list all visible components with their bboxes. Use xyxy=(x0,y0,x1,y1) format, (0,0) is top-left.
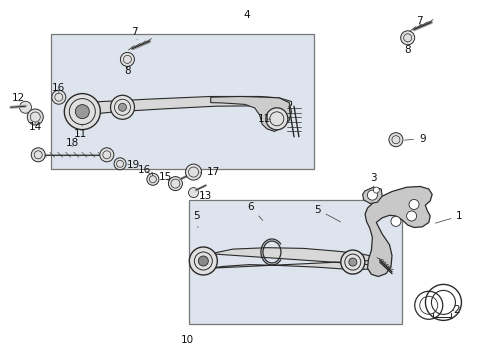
Circle shape xyxy=(409,199,419,210)
Circle shape xyxy=(391,216,401,226)
Text: 8: 8 xyxy=(124,66,131,76)
Text: 4: 4 xyxy=(243,10,250,21)
Ellipse shape xyxy=(64,94,100,130)
Text: 1: 1 xyxy=(435,211,463,223)
Circle shape xyxy=(121,53,134,66)
Ellipse shape xyxy=(341,250,365,274)
Circle shape xyxy=(52,90,66,104)
Text: 5: 5 xyxy=(314,204,341,222)
Text: 2: 2 xyxy=(453,305,460,315)
FancyBboxPatch shape xyxy=(189,200,402,324)
Text: 6: 6 xyxy=(247,202,263,220)
Text: 17: 17 xyxy=(200,167,220,177)
Circle shape xyxy=(31,148,45,162)
Circle shape xyxy=(401,31,415,45)
Circle shape xyxy=(100,148,114,162)
Text: 15: 15 xyxy=(159,172,172,182)
Text: 3: 3 xyxy=(370,173,377,187)
Ellipse shape xyxy=(266,108,288,130)
Text: 11: 11 xyxy=(74,125,88,139)
Ellipse shape xyxy=(189,247,218,275)
Polygon shape xyxy=(365,186,432,276)
Text: 7: 7 xyxy=(131,27,138,40)
Text: 11: 11 xyxy=(258,114,271,124)
Circle shape xyxy=(147,173,159,185)
Circle shape xyxy=(407,211,416,221)
Text: 9: 9 xyxy=(405,134,426,144)
Circle shape xyxy=(169,177,182,190)
Circle shape xyxy=(373,187,379,193)
Polygon shape xyxy=(363,187,382,203)
Ellipse shape xyxy=(198,256,208,266)
Text: 5: 5 xyxy=(193,211,199,228)
Text: 7: 7 xyxy=(416,16,422,26)
Text: 8: 8 xyxy=(404,42,411,55)
Ellipse shape xyxy=(111,95,134,119)
Polygon shape xyxy=(96,96,292,114)
Text: 18: 18 xyxy=(65,138,79,148)
Text: 19: 19 xyxy=(126,160,140,170)
Text: 16: 16 xyxy=(138,165,151,175)
Ellipse shape xyxy=(119,103,126,111)
Polygon shape xyxy=(211,248,385,269)
Circle shape xyxy=(368,190,377,200)
Circle shape xyxy=(186,164,201,180)
Circle shape xyxy=(389,133,403,147)
Text: 12: 12 xyxy=(12,93,25,103)
Text: 16: 16 xyxy=(52,83,66,93)
Circle shape xyxy=(20,101,31,113)
Text: 13: 13 xyxy=(199,191,213,201)
FancyBboxPatch shape xyxy=(51,34,314,169)
Text: 10: 10 xyxy=(181,335,194,345)
Circle shape xyxy=(189,188,198,198)
Ellipse shape xyxy=(75,105,89,118)
Polygon shape xyxy=(211,96,292,131)
Text: 14: 14 xyxy=(28,122,42,132)
Circle shape xyxy=(114,158,126,170)
Ellipse shape xyxy=(349,258,357,266)
Circle shape xyxy=(27,109,43,125)
